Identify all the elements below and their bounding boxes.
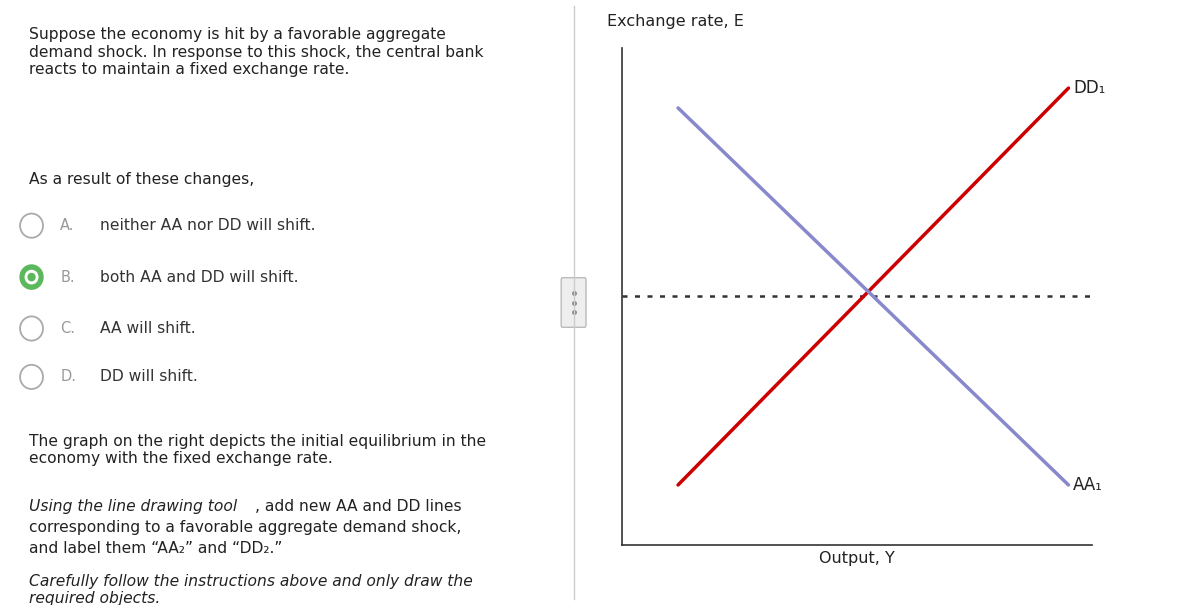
Text: A.: A. <box>60 218 74 233</box>
Text: The graph on the right depicts the initial equilibrium in the
economy with the f: The graph on the right depicts the initi… <box>29 434 486 466</box>
Circle shape <box>25 270 38 284</box>
Text: AA₁: AA₁ <box>1073 476 1103 494</box>
Text: Suppose the economy is hit by a favorable aggregate
demand shock. In response to: Suppose the economy is hit by a favorabl… <box>29 27 484 77</box>
Text: B.: B. <box>60 270 74 284</box>
Text: AA will shift.: AA will shift. <box>101 321 196 336</box>
X-axis label: Output, Y: Output, Y <box>818 551 895 566</box>
Text: and label them “AA₂” and “DD₂.”: and label them “AA₂” and “DD₂.” <box>29 541 282 557</box>
Text: Exchange rate, E: Exchange rate, E <box>607 13 744 28</box>
Text: neither AA nor DD will shift.: neither AA nor DD will shift. <box>101 218 316 233</box>
Text: Using the line drawing tool: Using the line drawing tool <box>29 499 236 514</box>
FancyBboxPatch shape <box>562 278 586 327</box>
Text: As a result of these changes,: As a result of these changes, <box>29 172 254 188</box>
Circle shape <box>20 265 43 289</box>
Text: , add new AA and DD lines: , add new AA and DD lines <box>256 499 462 514</box>
Text: C.: C. <box>60 321 76 336</box>
Text: DD₁: DD₁ <box>1073 79 1105 97</box>
Text: both AA and DD will shift.: both AA and DD will shift. <box>101 270 299 284</box>
Text: DD will shift.: DD will shift. <box>101 370 198 384</box>
Text: corresponding to a favorable aggregate demand shock,: corresponding to a favorable aggregate d… <box>29 520 461 535</box>
Text: Carefully follow the instructions above and only draw the
required objects.: Carefully follow the instructions above … <box>29 574 473 605</box>
Circle shape <box>28 273 35 281</box>
Text: D.: D. <box>60 370 77 384</box>
